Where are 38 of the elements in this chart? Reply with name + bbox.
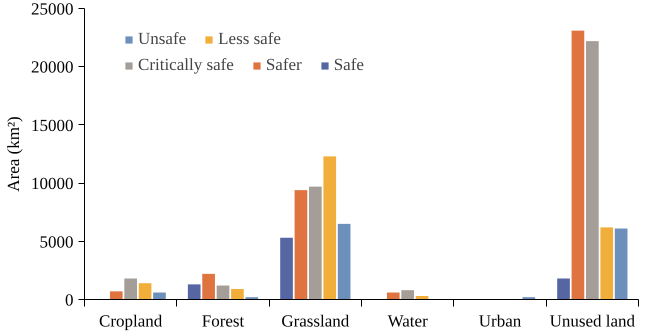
bar (188, 284, 201, 300)
bar (153, 292, 166, 300)
bar (557, 278, 570, 300)
x-tick-label: Water (388, 312, 428, 330)
y-tick-label: 20000 (31, 58, 74, 77)
bar (338, 224, 350, 300)
bar (614, 228, 628, 300)
x-tick-label: Grassland (281, 312, 350, 330)
bar (294, 190, 308, 300)
x-tick-label: Urban (478, 312, 522, 330)
bar (386, 292, 400, 300)
legend-label: Less safe (218, 29, 281, 49)
bar (231, 289, 244, 300)
bar (110, 291, 123, 300)
bar (586, 41, 599, 300)
x-tick-label: Unused land (550, 312, 636, 330)
bar (138, 283, 152, 300)
y-tick-label: 5000 (40, 232, 74, 252)
bar (124, 278, 138, 300)
bar (401, 290, 414, 300)
bar (202, 274, 215, 300)
y-tick-label: 25000 (31, 0, 74, 18)
x-tick-label: Forest (202, 312, 245, 330)
y-tick-label: 0 (65, 290, 74, 310)
y-tick-label: 15000 (31, 116, 74, 135)
bar (600, 227, 614, 300)
legend-label: Safer (266, 55, 302, 75)
bar (572, 30, 584, 300)
bar (308, 186, 322, 300)
legend-label: Critically safe (138, 55, 234, 75)
x-tick-label: Cropland (99, 312, 163, 330)
legend-label: Unsafe (138, 29, 186, 49)
y-tick-label: 10000 (31, 174, 74, 194)
legend-label: Safe (334, 55, 364, 75)
bar (216, 286, 230, 300)
bar (323, 156, 336, 300)
y-axis-title: Area (km²) (4, 116, 23, 192)
bar (280, 238, 293, 300)
